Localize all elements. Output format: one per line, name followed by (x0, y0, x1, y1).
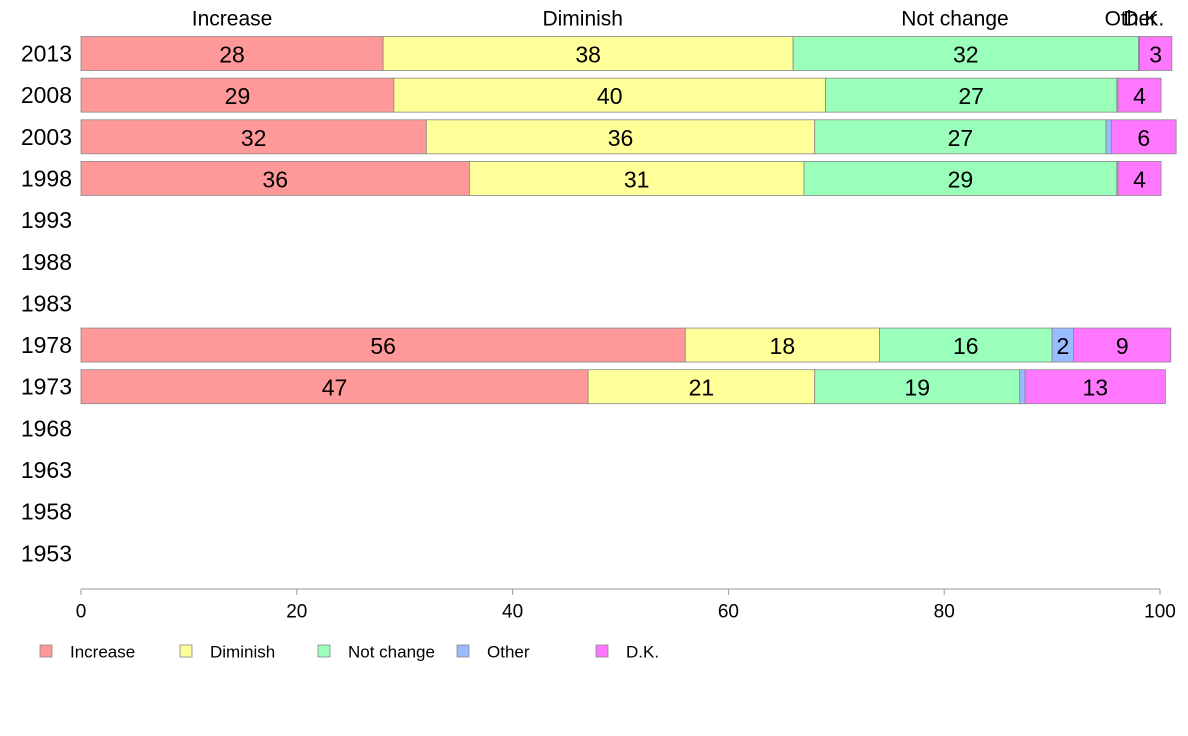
data-label: 28 (219, 42, 245, 68)
bar-segment (80, 77, 395, 113)
bar-segment (469, 161, 805, 196)
bar-segment (80, 161, 470, 196)
data-label: 21 (689, 375, 715, 401)
y-tick-label: 2008 (21, 82, 72, 108)
y-tick-label: 2013 (21, 41, 72, 67)
data-label: 6 (1137, 125, 1150, 151)
data-label: 27 (948, 125, 974, 151)
data-label: 16 (953, 333, 979, 359)
x-axis: 0 20 40 60 80 100 (76, 588, 1176, 623)
bar-segment (382, 36, 794, 71)
x-tick-label: 100 (1144, 602, 1176, 623)
x-tick-label: 40 (502, 602, 523, 623)
bar-segment (80, 327, 686, 363)
bar-segment (587, 369, 816, 405)
bar-segment (80, 119, 427, 155)
y-tick-label: 1953 (21, 540, 72, 566)
data-label: 31 (624, 166, 650, 192)
legend-swatch (39, 644, 53, 658)
x-tick-label: 0 (76, 602, 87, 623)
data-label: 38 (575, 42, 601, 68)
data-label: 29 (948, 166, 974, 192)
series-top-label: Increase (192, 8, 273, 31)
y-tick-label: 1978 (21, 332, 72, 358)
legend-swatch (595, 644, 609, 658)
x-tick-label: 80 (934, 602, 955, 623)
bars-layer: 28 38 32 329 40 27 432 36 27 636 31 29 456 18 16 2 947 21… (80, 36, 1177, 405)
y-tick-label: 1998 (21, 165, 72, 191)
series-top-label: Other (1105, 8, 1158, 31)
bar-segment (814, 119, 1107, 155)
data-label: 4 (1133, 83, 1146, 109)
data-label: 47 (322, 375, 348, 401)
y-tick-label: 1958 (21, 499, 72, 525)
bar-segment (1117, 77, 1162, 113)
bar-segment (684, 327, 880, 363)
bar-segment (792, 36, 1139, 71)
bar-segment (879, 327, 1053, 363)
y-tick-label: 1983 (21, 290, 72, 316)
data-label: 32 (241, 125, 267, 151)
bar-segment (1139, 36, 1173, 71)
series-top-label: Diminish (542, 8, 623, 31)
bar-segment (80, 36, 384, 71)
legend-label: Not change (348, 643, 435, 662)
legend-swatch (456, 644, 470, 658)
bar-segment (1111, 119, 1177, 155)
y-tick-label: 1968 (21, 415, 72, 441)
series-top-label: D.K. (1123, 8, 1164, 31)
legend-label: D.K. (626, 643, 659, 662)
y-axis-labels: 2013 2008 2003 1998 1993 1988 1983 1978 1973 1968… (21, 41, 72, 567)
bar-segment (803, 161, 1118, 196)
y-tick-label: 2003 (21, 124, 72, 150)
data-label: 36 (262, 166, 288, 192)
data-label: 36 (608, 125, 634, 151)
data-label: 4 (1133, 166, 1146, 192)
y-tick-label: 1963 (21, 457, 72, 483)
legend: Increase Diminish Not change Other D.K. (39, 643, 659, 662)
bar-segment (825, 77, 1118, 113)
bar-segment (1073, 327, 1172, 363)
x-tick-label: 20 (286, 602, 307, 623)
bar-segment (814, 369, 1021, 405)
y-tick-label: 1993 (21, 207, 72, 233)
bar-segment (1024, 369, 1166, 405)
legend-label: Diminish (210, 643, 275, 662)
bar-segment (393, 77, 826, 113)
legend-swatch (179, 644, 193, 658)
data-label: 40 (597, 83, 623, 109)
bar-segment (1105, 119, 1112, 155)
data-label: 19 (904, 375, 930, 401)
legend-label: Increase (70, 643, 135, 662)
data-label: 2 (1056, 333, 1069, 359)
bar-segment (1019, 369, 1026, 405)
x-tick-label: 60 (718, 602, 739, 623)
legend-swatch (317, 644, 331, 658)
series-top-label: Not change (901, 8, 1008, 31)
data-label: 13 (1082, 375, 1108, 401)
bar-segment (80, 369, 589, 405)
data-label: 32 (953, 42, 979, 68)
data-label: 18 (770, 333, 796, 359)
legend-label: Other (487, 643, 530, 662)
bar-segment (1117, 161, 1162, 196)
data-label: 27 (958, 83, 984, 109)
data-label: 9 (1116, 333, 1129, 359)
data-label: 56 (370, 333, 396, 359)
y-tick-label: 1988 (21, 249, 72, 275)
data-label: 3 (1149, 42, 1162, 68)
data-label: 29 (225, 83, 251, 109)
y-tick-label: 1973 (21, 374, 72, 400)
